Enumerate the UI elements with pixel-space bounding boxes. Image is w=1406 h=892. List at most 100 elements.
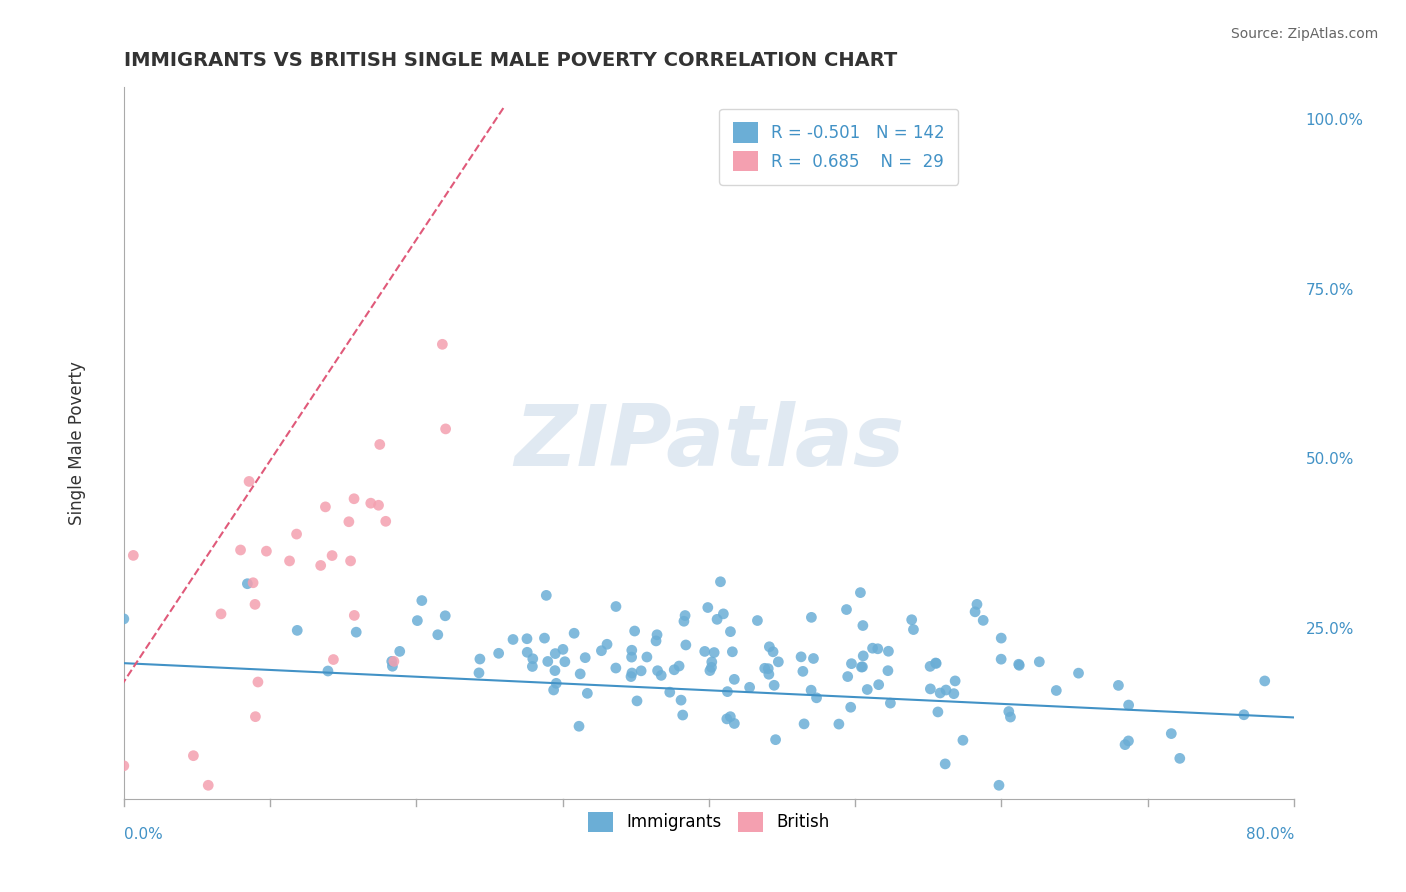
Point [763,678,786,692]
Point [837,669,859,683]
Point [568,719,591,733]
Point [803,651,825,665]
Point [800,683,823,698]
Point [693,644,716,658]
Legend: Immigrants, British: Immigrants, British [579,804,838,840]
Point [696,600,718,615]
Point [626,694,648,708]
Point [1254,673,1277,688]
Point [546,676,568,690]
Point [672,614,695,628]
Point [1168,751,1191,765]
Point [374,514,396,528]
Point [516,632,538,646]
Point [316,664,339,678]
Point [927,705,949,719]
Point [562,626,585,640]
Point [800,610,823,624]
Point [197,778,219,792]
Point [758,667,780,681]
Point [522,659,544,673]
Point [723,673,745,687]
Point [122,549,145,563]
Point [533,631,555,645]
Point [536,588,558,602]
Point [792,665,814,679]
Point [1000,710,1022,724]
Point [1008,658,1031,673]
Point [723,716,745,731]
Point [972,613,994,627]
Point [360,496,382,510]
Point [929,686,952,700]
Point [574,650,596,665]
Point [852,648,875,663]
Text: 25.0%: 25.0% [1306,622,1354,637]
Point [605,661,627,675]
Point [569,666,592,681]
Point [620,650,643,665]
Point [596,637,619,651]
Point [322,652,344,666]
Point [605,599,627,614]
Point [620,669,643,683]
Point [988,778,1011,792]
Point [645,628,668,642]
Point [966,598,988,612]
Point [856,682,879,697]
Point [339,554,361,568]
Point [343,491,366,506]
Text: 50.0%: 50.0% [1306,452,1354,467]
Point [468,652,491,666]
Point [709,574,731,589]
Point [699,664,721,678]
Point [866,641,889,656]
Point [862,641,884,656]
Point [925,657,948,671]
Point [920,659,942,673]
Point [620,643,643,657]
Point [242,575,264,590]
Point [668,659,690,673]
Point [406,614,429,628]
Point [623,624,645,638]
Point [703,646,725,660]
Point [1045,683,1067,698]
Point [209,607,232,621]
Point [278,554,301,568]
Point [700,660,723,674]
Point [762,645,785,659]
Point [756,662,779,676]
Point [720,624,742,639]
Point [551,642,574,657]
Point [952,733,974,747]
Point [841,657,863,671]
Point [747,614,769,628]
Point [337,515,360,529]
Point [285,624,308,638]
Point [647,664,669,678]
Point [1233,707,1256,722]
Point [630,664,652,678]
Point [544,664,567,678]
Point [877,644,900,658]
Point [664,663,686,677]
Point [309,558,332,573]
Point [793,717,815,731]
Point [645,633,668,648]
Point [851,660,873,674]
Point [254,544,277,558]
Point [426,628,449,642]
Point [672,708,695,723]
Point [321,549,343,563]
Point [879,696,901,710]
Point [1118,734,1140,748]
Point [516,645,538,659]
Point [852,618,875,632]
Point [839,700,862,714]
Point [849,585,872,599]
Point [721,645,744,659]
Point [1160,726,1182,740]
Point [1107,678,1129,692]
Point [706,612,728,626]
